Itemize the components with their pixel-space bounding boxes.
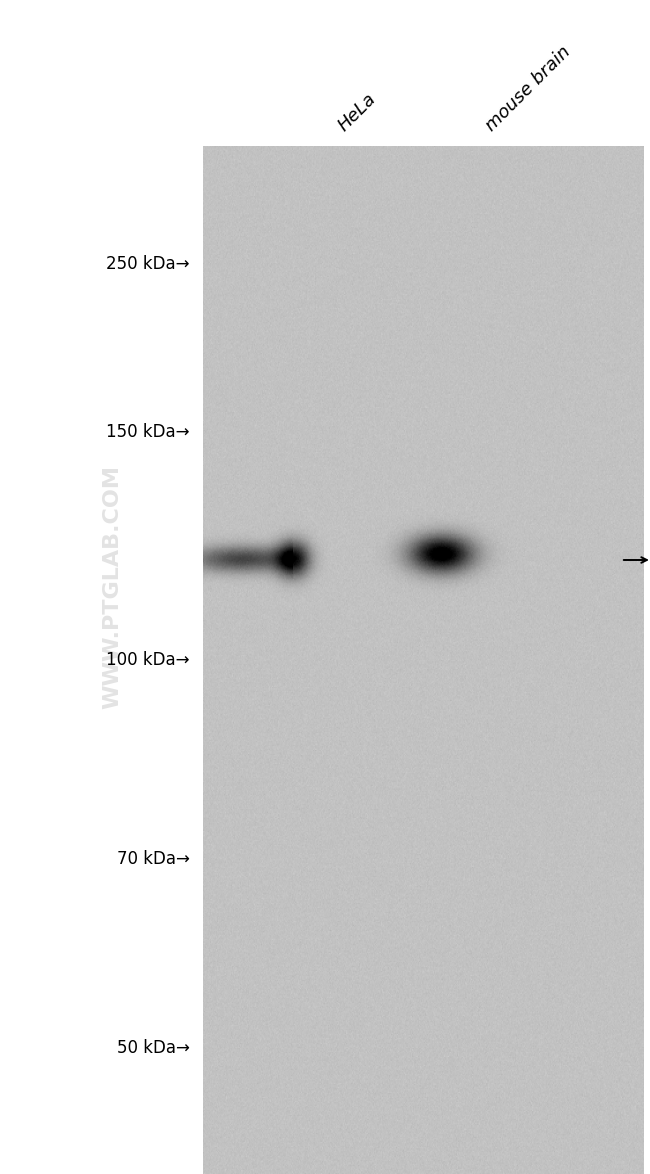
- Text: 150 kDa→: 150 kDa→: [107, 423, 190, 441]
- Text: 70 kDa→: 70 kDa→: [117, 850, 190, 869]
- Text: 50 kDa→: 50 kDa→: [117, 1039, 190, 1058]
- Text: 250 kDa→: 250 kDa→: [107, 255, 190, 274]
- Text: HeLa: HeLa: [335, 90, 380, 135]
- Text: mouse brain: mouse brain: [482, 43, 575, 135]
- Text: 100 kDa→: 100 kDa→: [107, 650, 190, 669]
- Text: WWW.PTGLAB.COM: WWW.PTGLAB.COM: [103, 465, 123, 709]
